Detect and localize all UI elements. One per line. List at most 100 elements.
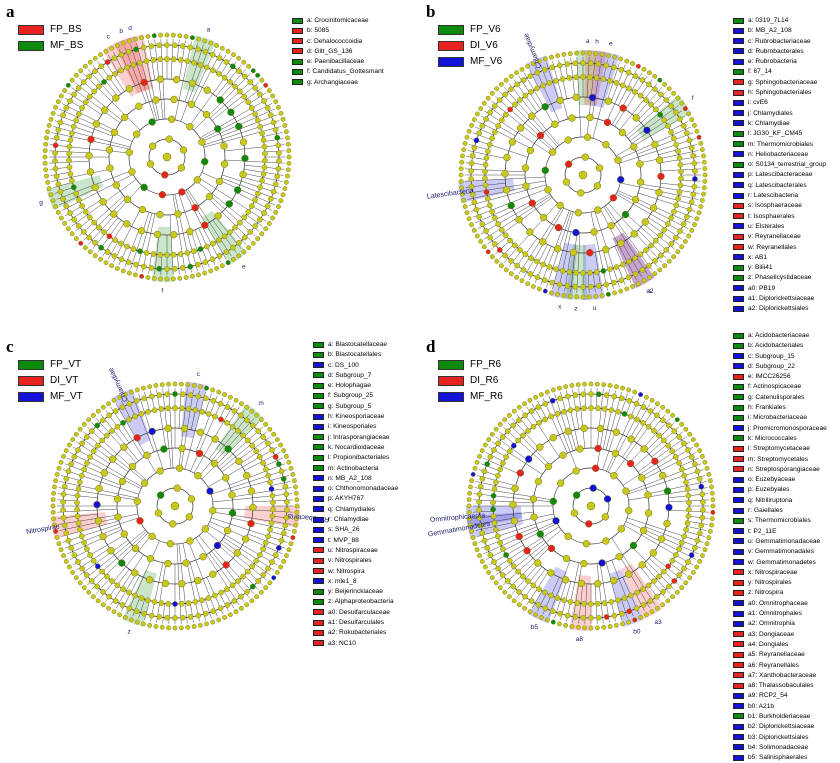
taxon-node — [78, 472, 85, 479]
branch-line — [617, 266, 626, 286]
taxon-node — [530, 582, 537, 589]
taxon-node — [272, 454, 279, 460]
taxon-node — [286, 160, 292, 166]
taxon-node — [692, 461, 698, 467]
taxon-node — [145, 275, 151, 280]
clade-label: a2 — [646, 288, 654, 295]
clade-legend-item: c: Rubrobacteriaceae — [733, 37, 826, 46]
branch-line — [643, 563, 671, 594]
taxon-node — [186, 537, 194, 545]
group-name: DI_VT — [50, 375, 79, 386]
taxon-node — [662, 263, 668, 269]
taxon-node — [643, 612, 649, 618]
clade-legend-text: d: Subgroup_7 — [328, 371, 372, 379]
taxon-node — [66, 164, 73, 171]
taxon-node — [70, 123, 77, 130]
branch-line — [262, 132, 283, 137]
taxon-node — [638, 615, 644, 620]
group-legend: FP_V6 DI_V6 MF_V6 — [438, 22, 502, 70]
taxon-node — [191, 248, 197, 255]
taxon-node — [668, 215, 674, 221]
taxon-node — [533, 612, 539, 618]
taxon-node — [122, 615, 128, 620]
clade-label: u — [593, 305, 597, 312]
taxon-node — [494, 86, 500, 92]
taxon-node — [86, 73, 92, 80]
taxon-node — [280, 530, 287, 536]
taxon-node — [291, 478, 297, 484]
taxon-node — [497, 421, 503, 427]
taxon-node — [612, 428, 621, 436]
taxon-node — [201, 157, 209, 166]
branch-line — [57, 508, 118, 513]
taxon-node — [635, 281, 641, 287]
taxon-node — [608, 407, 615, 413]
taxon-node — [479, 476, 486, 482]
taxon-node — [677, 228, 683, 234]
taxon-node — [185, 600, 192, 606]
taxon-node — [699, 491, 706, 498]
branch-line — [144, 600, 150, 621]
taxon-node — [201, 221, 209, 229]
taxon-node — [50, 198, 56, 204]
taxon-node — [259, 231, 265, 237]
clade-swatch — [313, 537, 324, 544]
branch-line — [470, 205, 490, 212]
taxon-node — [128, 617, 134, 623]
taxon-node — [195, 449, 204, 458]
taxon-node — [508, 271, 514, 277]
taxon-node — [147, 384, 153, 390]
taxon-node — [147, 622, 153, 628]
branch-line — [599, 563, 610, 623]
taxon-node — [459, 159, 465, 165]
branch-line — [680, 162, 701, 165]
clade-legend-text: s: SHA_26 — [328, 526, 360, 534]
taxon-node — [118, 256, 125, 263]
taxon-node — [204, 64, 210, 71]
taxon-node — [561, 408, 567, 415]
branch-line — [100, 414, 139, 462]
taxon-node — [479, 530, 486, 536]
branch-line — [467, 150, 507, 160]
taxon-node — [564, 532, 572, 540]
taxon-node — [580, 294, 586, 300]
clade-swatch — [292, 79, 303, 86]
taxon-node — [131, 544, 140, 553]
branch-line — [160, 254, 163, 275]
taxon-node — [63, 448, 69, 454]
taxon-node — [568, 114, 576, 122]
taxon-node — [468, 168, 474, 174]
taxon-node — [125, 259, 132, 266]
taxon-node — [263, 539, 269, 546]
branch-line — [58, 487, 138, 501]
taxon-node — [670, 412, 676, 418]
taxon-node — [255, 190, 261, 197]
taxon-node — [179, 600, 185, 607]
taxon-node — [233, 397, 239, 403]
clade-legend-text: b4: Solimonadaceae — [748, 743, 809, 751]
taxon-node — [652, 86, 658, 93]
taxon-node — [559, 268, 566, 274]
taxon-node — [86, 168, 95, 176]
clade-legend-text: f: Actinospicaceae — [748, 383, 802, 391]
taxon-node — [522, 401, 527, 407]
taxon-node — [280, 116, 286, 122]
taxon-node — [660, 588, 666, 595]
taxon-node — [268, 112, 274, 118]
taxon-node — [109, 45, 115, 51]
taxon-node — [572, 60, 578, 67]
taxon-node — [618, 56, 624, 62]
taxon-node — [556, 281, 563, 288]
taxon-node — [654, 412, 660, 419]
clade-label: c — [107, 33, 111, 40]
taxon-node — [266, 88, 272, 93]
taxon-node — [283, 129, 289, 135]
taxon-node — [676, 546, 682, 552]
taxon-node — [599, 52, 605, 57]
taxon-node — [668, 129, 674, 135]
cladogram: Omnitrophicaeota Gemmatimonadetes a3 b0 a8 b5 — [427, 371, 726, 643]
clade-legend-item: a1: Omnitrophales — [733, 609, 827, 618]
taxon-node — [619, 104, 627, 112]
taxon-node — [227, 79, 233, 85]
taxon-node — [489, 431, 495, 437]
